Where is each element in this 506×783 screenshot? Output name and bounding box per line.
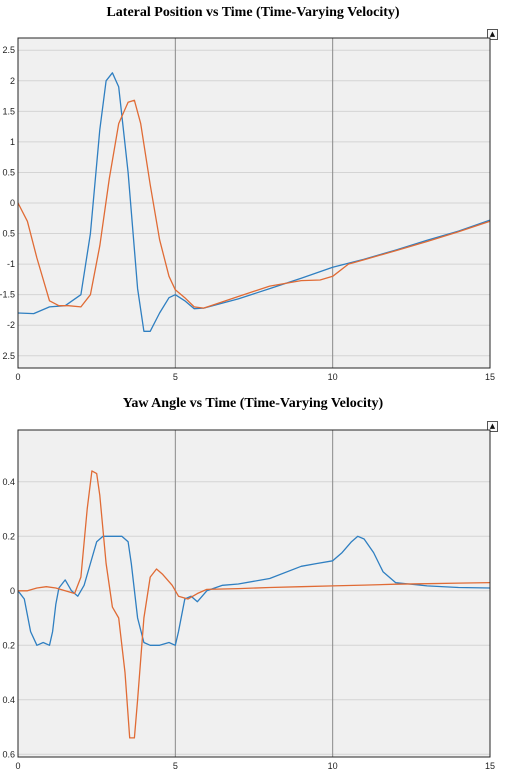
- chart-2-expand-icon[interactable]: ▲: [487, 421, 498, 432]
- chart-2-title: Yaw Angle vs Time (Time-Varying Velocity…: [122, 396, 384, 411]
- chart-1-x-tick-label: 0: [15, 372, 20, 382]
- chart-1-expand-icon[interactable]: ▲: [487, 29, 498, 40]
- chart-1-y-tick-label: 2.5: [2, 351, 15, 361]
- chart-1-series-2-line: [17, 99, 491, 309]
- chart-2-x-tick-label: 10: [328, 761, 338, 771]
- chart-2-y-tick-label: 0.2: [2, 640, 15, 650]
- chart-1-series-1-line: [17, 72, 491, 332]
- chart-1-y-tick-label: 0.5: [2, 229, 15, 239]
- chart-1-y-tick-label: 0: [10, 198, 15, 208]
- chart-1-title: Lateral Position vs Time (Time-Varying V…: [106, 5, 400, 20]
- chart-1-y-tick-label: 1: [10, 137, 15, 147]
- chart-1-x-tick-label: 15: [485, 372, 495, 382]
- chart-2-plot-area: [18, 430, 490, 757]
- chart-2-x-tick-label: 15: [485, 761, 495, 771]
- chart-2-y-tick-label: 0.2: [2, 531, 15, 541]
- chart-1-y-tick-label: 0.5: [2, 167, 15, 177]
- chart-1-y-tick-label: 1.5: [2, 106, 15, 116]
- chart-2-series-2-line: [18, 470, 491, 739]
- chart-1-y-tick-label: 2: [10, 76, 15, 86]
- chart-2-y-tick-label: 0: [10, 586, 15, 596]
- chart-2-x-tick-label: 0: [15, 761, 20, 771]
- chart-2-y-tick-label: 0.4: [2, 695, 15, 705]
- chart-2-y-tick-label: 0.4: [2, 477, 15, 487]
- chart-1-x-tick-label: 10: [328, 372, 338, 382]
- chart-2-y-tick-label: 0.6: [2, 749, 15, 759]
- chart-1-axes-frame: [17, 37, 491, 369]
- chart-1-x-tick-label: 5: [173, 372, 178, 382]
- chart-1-y-tick-label: -2: [7, 320, 15, 330]
- chart-1-y-tick-label: -1.5: [0, 290, 15, 300]
- chart-1-y-tick-label: 2.5: [2, 45, 15, 55]
- chart-1-y-tick-label: -1: [7, 259, 15, 269]
- chart-2-series-1-line: [17, 535, 491, 646]
- chart-2-axes-frame: [17, 429, 491, 758]
- chart-2-x-tick-label: 5: [173, 761, 178, 771]
